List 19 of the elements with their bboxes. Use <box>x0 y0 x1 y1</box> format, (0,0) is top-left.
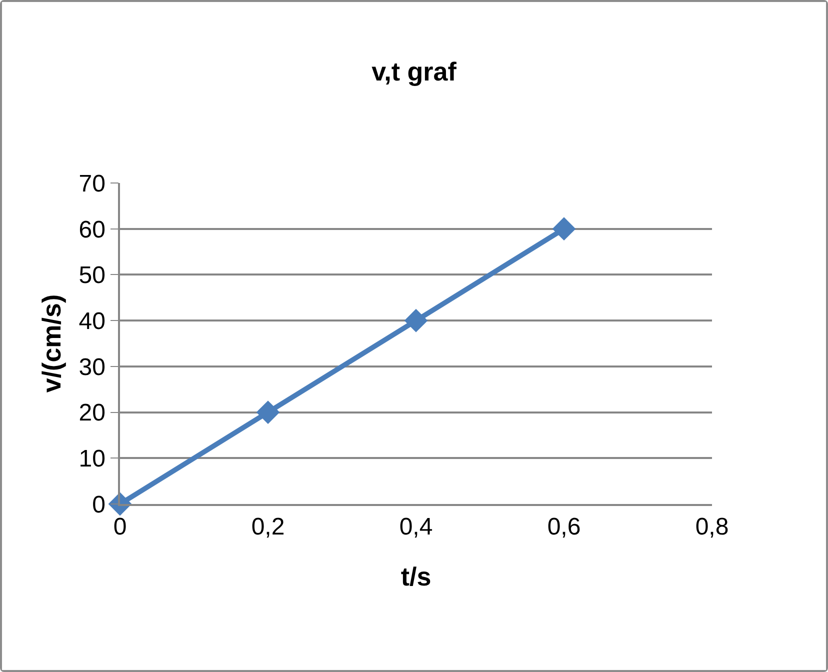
y-tick-label: 40 <box>78 308 106 335</box>
y-tick-label: 70 <box>78 170 106 198</box>
y-tick-label: 20 <box>78 400 106 427</box>
x-tick-label: 0,6 <box>547 514 581 541</box>
y-tick-label: 0 <box>92 491 106 518</box>
chart-title: v,t graf <box>372 56 457 86</box>
point <box>256 400 280 424</box>
x-tick-label: 0 <box>113 514 127 541</box>
y-tick-label: 50 <box>78 262 106 290</box>
y-tick-label: 30 <box>78 354 106 381</box>
point <box>552 217 576 241</box>
x-tick-label: 0,8 <box>695 514 729 541</box>
x-axis-title: t/s <box>400 562 432 592</box>
point <box>404 308 428 332</box>
y-tick-label: 10 <box>78 446 106 473</box>
x-tick-label: 0,4 <box>399 514 433 541</box>
y-tick-label: 60 <box>78 216 106 244</box>
x-tick-label: 0,2 <box>251 514 285 541</box>
y-axis-title: v/(cm/s) <box>36 294 67 393</box>
